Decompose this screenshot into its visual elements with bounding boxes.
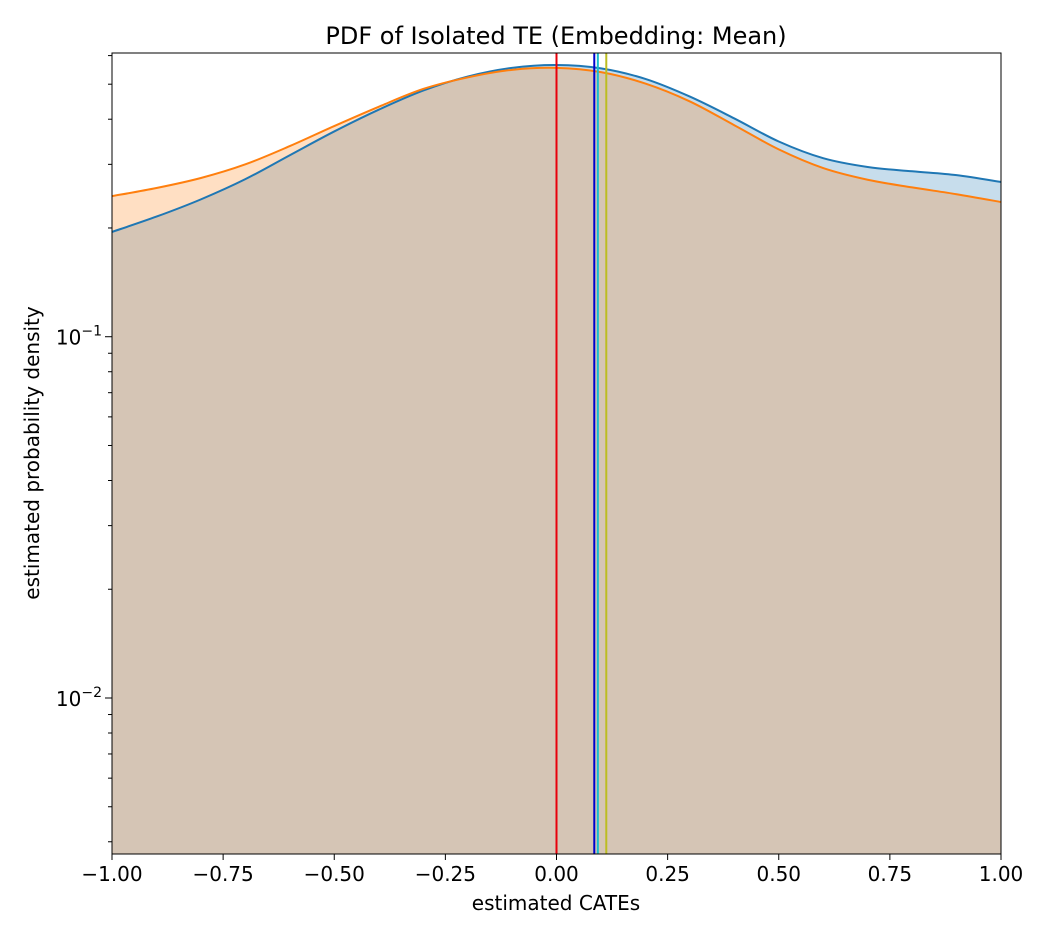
x-axis-label: estimated CATEs	[472, 891, 640, 915]
x-axis: −1.00 −0.75 −0.50 −0.25 0.00 0.25 0.50 0.75 1.00	[81, 854, 1023, 886]
plot-content	[112, 53, 1001, 854]
y-axis: 10−2 10−1	[56, 55, 112, 843]
x-tick-label: −0.50	[304, 862, 365, 886]
x-tick-label: −1.00	[81, 862, 142, 886]
x-tick-label: 1.00	[979, 862, 1024, 886]
plot-area	[111, 52, 1002, 855]
x-tick-label: 0.25	[645, 862, 690, 886]
x-tick-label: 0.50	[756, 862, 801, 886]
x-tick-label: 0.00	[534, 862, 579, 886]
x-tick-label: −0.75	[192, 862, 253, 886]
y-tick-label: 10−1	[56, 324, 102, 350]
x-tick-label: −0.25	[415, 862, 476, 886]
y-axis-label: estimated probability density	[20, 306, 44, 600]
chart-title: PDF of Isolated TE (Embedding: Mean)	[325, 22, 786, 50]
x-tick-label: 0.75	[868, 862, 913, 886]
y-tick-label: 10−2	[56, 685, 102, 711]
